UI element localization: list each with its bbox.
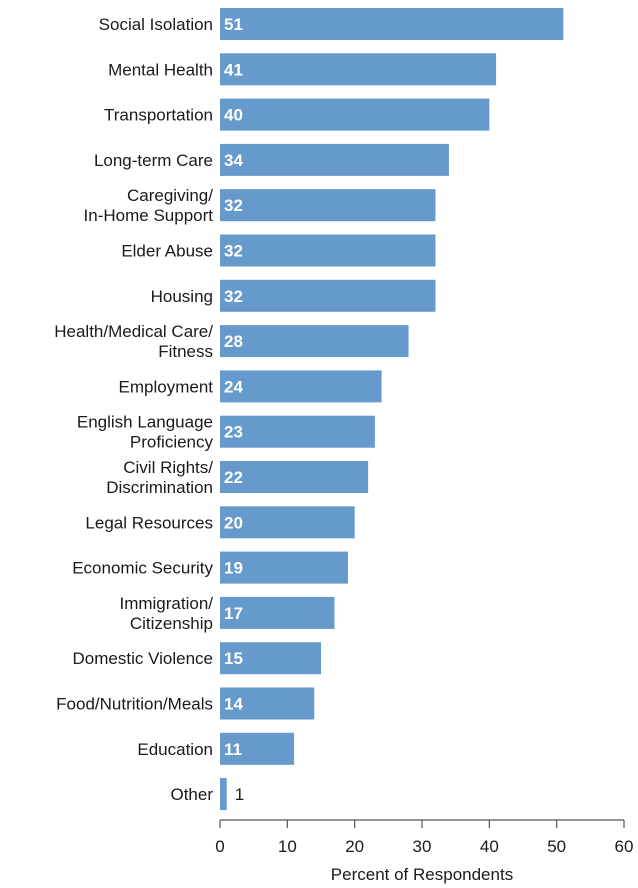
bar — [220, 778, 227, 811]
x-tick-label: 10 — [278, 837, 297, 856]
x-tick-label: 60 — [615, 837, 634, 856]
category-label: Social Isolation — [99, 15, 213, 34]
category-label-line: Proficiency — [130, 433, 214, 452]
value-label: 41 — [224, 60, 243, 79]
category-label: Other — [170, 785, 213, 804]
category-label-line: Health/Medical Care/ — [54, 322, 213, 341]
x-tick-label: 0 — [215, 837, 224, 856]
value-label: 17 — [224, 604, 243, 623]
bar — [220, 325, 409, 358]
value-label: 32 — [224, 242, 243, 261]
value-label: 19 — [224, 559, 243, 578]
category-label: Employment — [119, 377, 214, 396]
bar — [220, 551, 348, 584]
x-tick-label: 50 — [547, 837, 566, 856]
category-label: English Language Proficiency — [77, 413, 214, 452]
value-label: 14 — [224, 695, 243, 714]
category-label: Immigration/Citizenship — [119, 594, 213, 633]
category-label-line: English Language — [77, 413, 213, 432]
category-label: Elder Abuse — [121, 242, 213, 261]
bar — [220, 98, 490, 131]
category-label: Long-term Care — [94, 151, 213, 170]
bar — [220, 596, 335, 629]
category-label-line: In-Home Support — [84, 206, 214, 225]
category-label: Caregiving/In-Home Support — [84, 186, 214, 225]
bar — [220, 370, 382, 403]
bar — [220, 53, 497, 86]
category-label: Mental Health — [108, 60, 213, 79]
value-label: 40 — [224, 106, 243, 125]
x-tick-label: 20 — [345, 837, 364, 856]
category-label-line: Fitness — [158, 342, 213, 361]
value-label: 51 — [224, 15, 243, 34]
x-axis: 0 10 20 30 40 50 60 — [215, 819, 634, 856]
bar — [220, 642, 321, 675]
bar — [220, 189, 436, 222]
value-label: 23 — [224, 423, 243, 442]
bar — [220, 461, 369, 493]
value-label: 32 — [224, 196, 243, 215]
category-label: Housing — [151, 287, 213, 306]
category-label-line: Discrimination — [106, 478, 213, 497]
category-label-line: Civil Rights/ — [123, 458, 213, 477]
bar — [220, 279, 436, 312]
value-label: 34 — [224, 151, 243, 170]
x-tick-label: 40 — [480, 837, 499, 856]
category-labels-group: Social Isolation Mental Health Transportat… — [54, 15, 213, 804]
value-label: 22 — [224, 468, 243, 487]
bar — [220, 234, 436, 267]
category-label: Economic Security — [72, 559, 213, 578]
value-label: 20 — [224, 513, 243, 532]
category-label-line: Citizenship — [130, 614, 213, 633]
category-label: Education — [137, 740, 213, 759]
value-label: 11 — [224, 740, 242, 759]
value-label: 28 — [224, 332, 243, 351]
category-label: Legal Resources — [85, 513, 213, 532]
category-label: Transportation — [104, 106, 213, 125]
category-label: Civil Rights/Discrimination — [106, 458, 213, 497]
x-tick-label: 30 — [413, 837, 432, 856]
category-label: Food/Nutrition/Meals — [56, 695, 213, 714]
bar — [220, 143, 449, 176]
value-label: 32 — [224, 287, 243, 306]
bars-group — [220, 8, 564, 811]
category-label: Domestic Violence — [73, 649, 213, 668]
value-label: 24 — [224, 377, 243, 396]
bar — [220, 687, 315, 720]
value-label: 15 — [224, 649, 243, 668]
x-axis-title: Percent of Respondents — [331, 865, 513, 884]
bar — [220, 415, 375, 448]
category-label-line: Caregiving/ — [127, 186, 213, 205]
category-label-line: Immigration/ — [119, 594, 213, 613]
value-label: 1 — [235, 785, 244, 804]
bar — [220, 8, 564, 40]
category-label: Health/Medical Care/Fitness — [54, 322, 213, 361]
bar — [220, 732, 295, 765]
bar — [220, 506, 355, 539]
